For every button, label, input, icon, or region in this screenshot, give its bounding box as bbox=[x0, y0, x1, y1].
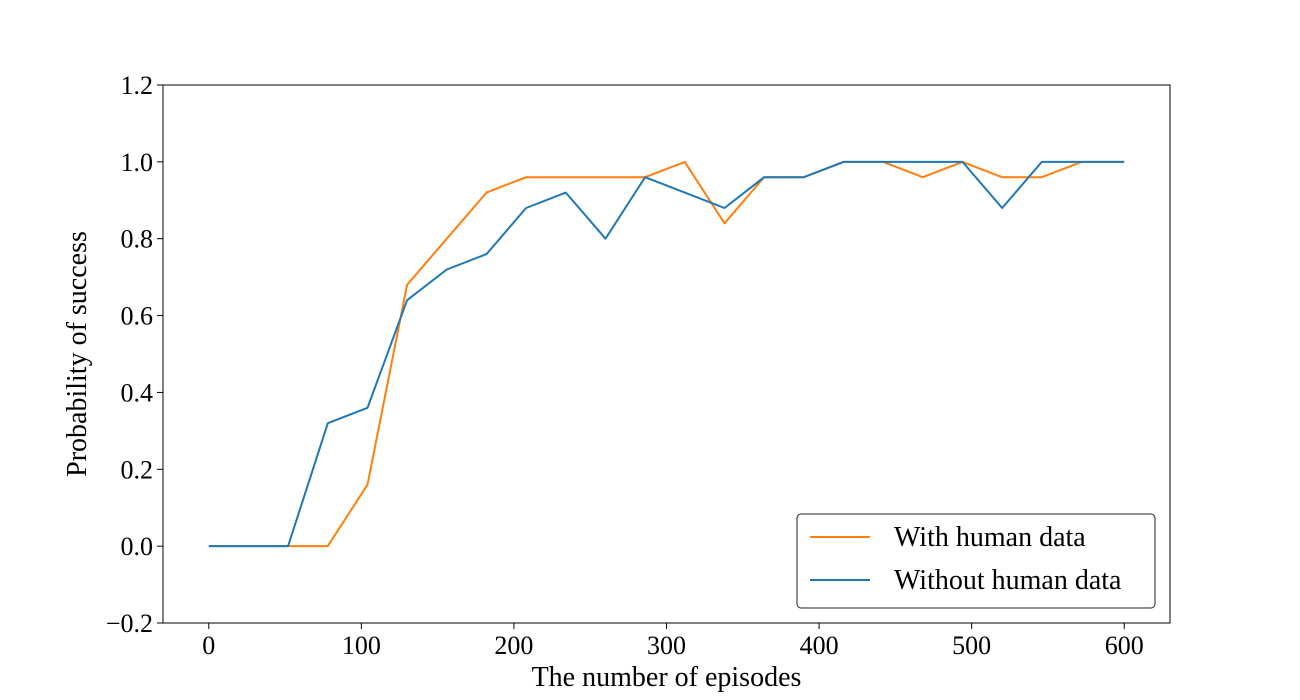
x-axis-title: The number of episodes bbox=[532, 662, 802, 693]
y-axis: −0.2 0.0 0.2 0.4 0.6 0.8 1.0 1.2 bbox=[106, 71, 163, 638]
legend-label-without-human-data: Without human data bbox=[894, 565, 1122, 596]
y-tick-label: 1.2 bbox=[121, 71, 154, 100]
y-tick-label: 0.6 bbox=[121, 302, 154, 331]
plot-series bbox=[208, 160, 1125, 548]
y-axis-title: Probability of success bbox=[62, 231, 93, 477]
legend-label-with-human-data: With human data bbox=[894, 522, 1086, 553]
y-tick-label: 0.4 bbox=[121, 378, 154, 407]
legend: With human data Without human data bbox=[796, 513, 1156, 609]
y-tick-label: 1.0 bbox=[121, 148, 154, 177]
legend-box bbox=[796, 513, 1156, 609]
y-tick-label: 0.0 bbox=[121, 532, 154, 561]
x-tick-label: 100 bbox=[342, 631, 381, 660]
x-axis: 0 100 200 300 400 500 600 bbox=[202, 623, 1144, 660]
x-tick-label: 200 bbox=[494, 631, 533, 660]
x-tick-label: 400 bbox=[800, 631, 839, 660]
x-tick-label: 300 bbox=[647, 631, 686, 660]
x-tick-label: 0 bbox=[202, 631, 215, 660]
y-tick-label: −0.2 bbox=[106, 609, 153, 638]
series-line-1 bbox=[208, 160, 1125, 548]
y-tick-label: 0.2 bbox=[121, 455, 154, 484]
y-tick-label: 0.8 bbox=[121, 225, 154, 254]
x-tick-label: 600 bbox=[1105, 631, 1144, 660]
x-tick-label: 500 bbox=[952, 631, 991, 660]
series-line-0 bbox=[208, 160, 1125, 548]
plot-frame bbox=[162, 84, 1171, 624]
